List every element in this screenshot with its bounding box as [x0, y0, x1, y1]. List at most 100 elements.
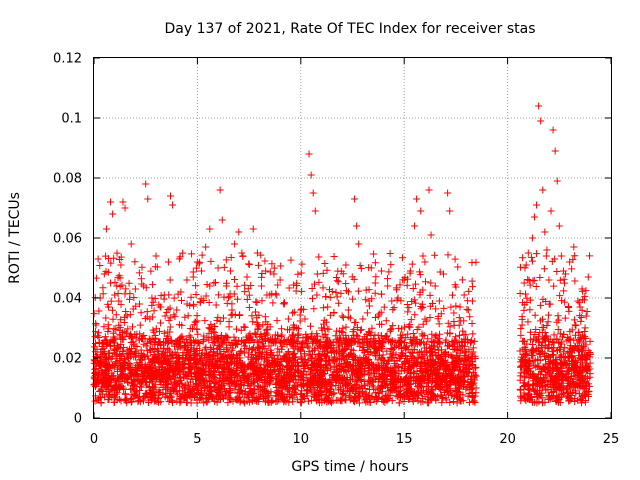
data-point: [134, 362, 142, 370]
data-point: [366, 329, 374, 337]
data-point: [378, 290, 386, 298]
data-point: [181, 313, 189, 321]
data-point: [330, 309, 338, 317]
data-point: [361, 348, 369, 356]
data-point: [248, 351, 256, 359]
data-point: [528, 257, 536, 265]
data-point: [121, 390, 129, 398]
data-point: [455, 314, 463, 322]
data-point: [145, 383, 153, 391]
data-point: [419, 320, 427, 328]
data-point: [426, 314, 434, 322]
data-point: [452, 333, 460, 341]
data-point: [543, 352, 551, 360]
data-point: [159, 390, 167, 398]
data-point: [433, 376, 441, 384]
data-point: [250, 379, 258, 387]
data-point: [143, 339, 151, 347]
data-point: [100, 270, 108, 278]
data-point: [332, 273, 340, 281]
data-point: [169, 384, 177, 392]
data-point: [297, 269, 305, 277]
data-point: [287, 256, 295, 264]
data-point: [172, 364, 180, 372]
data-point: [168, 339, 176, 347]
data-point: [148, 384, 156, 392]
data-point: [571, 277, 579, 285]
data-point: [253, 319, 261, 327]
data-point: [368, 324, 376, 332]
data-point: [349, 328, 357, 336]
data-point: [144, 195, 152, 203]
data-point: [370, 250, 378, 258]
data-point: [124, 325, 132, 333]
data-point: [530, 388, 538, 396]
data-point: [558, 376, 566, 384]
data-point: [299, 339, 307, 347]
data-point: [227, 395, 235, 403]
data-point: [467, 385, 475, 393]
data-point: [267, 377, 275, 385]
data-point: [173, 364, 181, 372]
data-point: [136, 398, 144, 406]
data-point: [251, 308, 259, 316]
data-point: [365, 286, 373, 294]
y-tick-label: 0.06: [53, 232, 82, 247]
data-point: [244, 285, 252, 293]
data-point: [554, 394, 562, 402]
data-point: [160, 329, 168, 337]
data-point: [363, 309, 371, 317]
data-point: [388, 381, 396, 389]
data-point: [224, 399, 232, 407]
data-point: [316, 395, 324, 403]
data-point: [380, 378, 388, 386]
data-point: [211, 278, 219, 286]
data-point: [210, 348, 218, 356]
data-point: [542, 252, 550, 260]
data-point: [101, 393, 109, 401]
data-point: [520, 306, 528, 314]
data-point: [107, 198, 115, 206]
data-point: [129, 338, 137, 346]
data-point: [517, 369, 525, 377]
data-point: [379, 338, 387, 346]
data-point: [523, 340, 531, 348]
data-point: [414, 340, 422, 348]
data-point: [337, 289, 345, 297]
data-point: [403, 300, 411, 308]
data-point: [284, 358, 292, 366]
data-point: [562, 360, 570, 368]
data-point: [245, 261, 253, 269]
data-point: [102, 353, 110, 361]
data-point: [544, 380, 552, 388]
data-point: [316, 356, 324, 364]
data-point: [155, 389, 163, 397]
data-point: [273, 362, 281, 370]
data-point: [231, 358, 239, 366]
data-point: [142, 180, 150, 188]
data-point: [377, 382, 385, 390]
data-point: [363, 336, 371, 344]
data-point: [183, 300, 191, 308]
data-point: [447, 303, 455, 311]
data-point: [537, 117, 545, 125]
data-point: [207, 257, 215, 265]
data-point: [456, 303, 464, 311]
data-point: [577, 355, 585, 363]
data-point: [553, 336, 561, 344]
data-point: [140, 397, 148, 405]
data-point: [550, 331, 558, 339]
data-point: [96, 261, 104, 269]
data-point: [222, 332, 230, 340]
data-point: [377, 267, 385, 275]
data-point: [469, 344, 477, 352]
data-point: [345, 352, 353, 360]
data-point: [107, 259, 115, 267]
data-point: [563, 388, 571, 396]
data-point: [90, 310, 98, 318]
data-point: [156, 303, 164, 311]
data-point: [553, 318, 561, 326]
data-point: [532, 326, 540, 334]
data-point: [447, 371, 455, 379]
data-point: [297, 399, 305, 407]
